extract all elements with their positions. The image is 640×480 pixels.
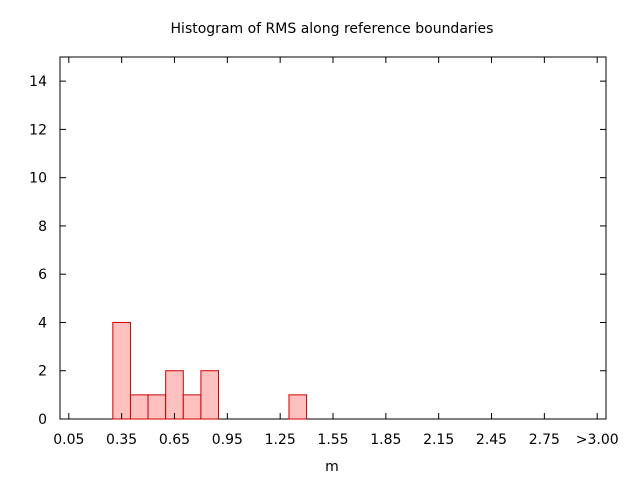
x-axis-label: m: [325, 459, 339, 475]
histogram-bar: [112, 321, 131, 420]
x-tick-label: 0.95: [212, 432, 243, 448]
x-tick-label: 1.55: [317, 432, 348, 448]
y-tick-label: 10: [29, 171, 47, 187]
y-tick-label: 6: [38, 267, 47, 283]
bars-group: [112, 321, 308, 420]
chart-title: Histogram of RMS along reference boundar…: [171, 21, 494, 37]
histogram-bar: [200, 370, 220, 420]
x-tick-label: 2.75: [529, 432, 560, 448]
x-tick-label: 0.35: [106, 432, 137, 448]
x-tick-label: 1.85: [370, 432, 401, 448]
x-tick-label: 2.45: [476, 432, 507, 448]
y-tick-label: 14: [29, 74, 47, 90]
y-tick-label: 8: [38, 219, 47, 235]
x-axis-ticks: 0.05 0.35 0.65 0.95 1.25 1.55 1.85 2.15 2.45 2.75…: [53, 57, 619, 448]
y-axis-ticks: 0 2 4 6 8 10 12 14: [29, 74, 606, 428]
x-tick-label: 0.65: [159, 432, 190, 448]
x-tick-label: 1.25: [265, 432, 296, 448]
y-tick-label: 2: [38, 364, 47, 380]
y-tick-label: 0: [38, 412, 47, 428]
x-tick-label: >3.00: [576, 432, 619, 448]
histogram-bar: [182, 394, 202, 420]
plot-area: 0.05 0.35 0.65 0.95 1.25 1.55 1.85 2.15 2.45 2.75…: [29, 56, 619, 448]
plot-frame: [59, 56, 607, 420]
histogram-bar: [288, 394, 308, 420]
histogram-bar: [129, 394, 149, 420]
histogram-bar: [165, 370, 184, 420]
histogram-bar: [147, 394, 167, 420]
x-tick-label: 2.15: [423, 432, 454, 448]
y-tick-label: 12: [29, 122, 47, 138]
y-tick-label: 4: [38, 315, 47, 331]
x-tick-label: 0.05: [53, 432, 84, 448]
